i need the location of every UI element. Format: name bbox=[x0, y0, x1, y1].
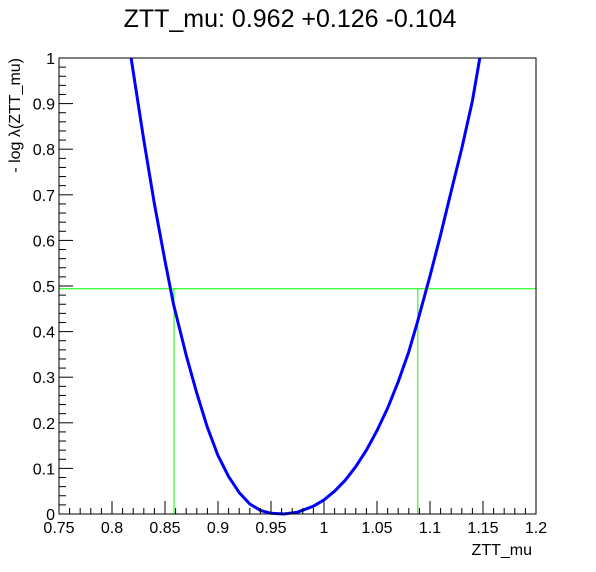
y-tick-label: 0 bbox=[46, 507, 55, 524]
axes: 0.75 0.8 0.85 0.9 0.95 1 1.05 1.1 1.15 1.2 0 0.1 0.2… bbox=[33, 51, 547, 537]
x-tick-label: 1.05 bbox=[361, 520, 392, 537]
x-tick-label: 0.85 bbox=[149, 520, 180, 537]
y-tick-label: 0.5 bbox=[33, 279, 55, 296]
y-tick-label: 0.6 bbox=[33, 233, 55, 250]
y-tick-label: 0.3 bbox=[33, 370, 55, 387]
x-tick-label: 0.75 bbox=[43, 520, 74, 537]
y-tick-label: 1 bbox=[46, 51, 55, 68]
plot-frame bbox=[58, 57, 537, 515]
y-tick-label: 0.1 bbox=[33, 461, 55, 478]
x-tick-label: 1.15 bbox=[467, 520, 498, 537]
y-tick-label: 0.4 bbox=[33, 325, 55, 342]
chart-title: ZTT_mu: 0.962 +0.126 -0.104 bbox=[124, 5, 457, 33]
x-tick-label: 0.95 bbox=[255, 520, 286, 537]
plot-area bbox=[59, 57, 536, 516]
x-tick-label: 1.1 bbox=[419, 520, 441, 537]
y-tick-label: 0.8 bbox=[33, 142, 55, 159]
y-axis-title: - log λ(ZTT_mu) bbox=[7, 58, 24, 173]
y-tick-label: 0.9 bbox=[33, 97, 55, 114]
series-line-0 bbox=[129, 57, 482, 516]
y-tick-label: 0.7 bbox=[33, 188, 55, 205]
y-tick-label: 0.2 bbox=[33, 416, 55, 433]
x-tick-label: 0.8 bbox=[101, 520, 123, 537]
x-tick-label: 0.9 bbox=[207, 520, 229, 537]
x-tick-label: 1.2 bbox=[525, 520, 547, 537]
x-axis-title: ZTT_mu bbox=[472, 542, 532, 559]
x-tick-label: 1 bbox=[320, 520, 329, 537]
